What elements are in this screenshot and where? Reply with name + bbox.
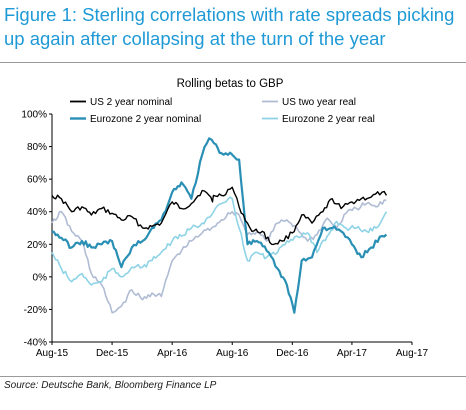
plot-area: -40% -20% 0% 20% 40% 60% 80% 100% Aug-15 Dec-15 Ap… xyxy=(21,110,428,360)
chart-title: Rolling betas to GBP xyxy=(177,78,284,90)
source-divider xyxy=(0,376,466,377)
y-tick-label: 80% xyxy=(27,142,47,153)
x-tick-label: Apr-17 xyxy=(337,348,367,359)
legend-label: Eurozone 2 year real xyxy=(282,114,375,125)
legend: US 2 year nominal US two year real Eurozon… xyxy=(70,97,375,125)
figure-title: Figure 1: Sterling correlations with rat… xyxy=(4,4,455,49)
y-tick-label: 100% xyxy=(21,110,47,121)
series-line xyxy=(51,137,388,314)
x-tick-label: Apr-16 xyxy=(157,348,187,359)
legend-label: US two year real xyxy=(282,97,356,108)
y-tick-label: 0% xyxy=(33,272,48,283)
x-tick-label: Aug-17 xyxy=(396,348,429,359)
x-tick-label: Dec-15 xyxy=(96,348,129,359)
x-tick-label: Dec-16 xyxy=(276,348,309,359)
legend-label: US 2 year nominal xyxy=(90,97,172,108)
series-line xyxy=(51,196,388,286)
source-note: Source: Deutsche Bank, Bloomberg Finance… xyxy=(4,380,217,391)
y-tick-label: 40% xyxy=(27,207,47,218)
series-line xyxy=(51,186,388,246)
series-line xyxy=(51,199,387,314)
y-tick-label: -20% xyxy=(24,305,47,316)
x-tick-label: Aug-15 xyxy=(36,348,69,359)
y-tick-label: 60% xyxy=(27,175,47,186)
y-tick-label: 20% xyxy=(27,240,47,251)
line-chart: Rolling betas to GBP US 2 year nominal US… xyxy=(21,78,428,360)
x-tick-label: Aug-16 xyxy=(216,348,249,359)
legend-label: Eurozone 2 year nominal xyxy=(90,114,201,125)
y-tick-label: -40% xyxy=(24,338,47,349)
title-divider xyxy=(0,62,466,63)
